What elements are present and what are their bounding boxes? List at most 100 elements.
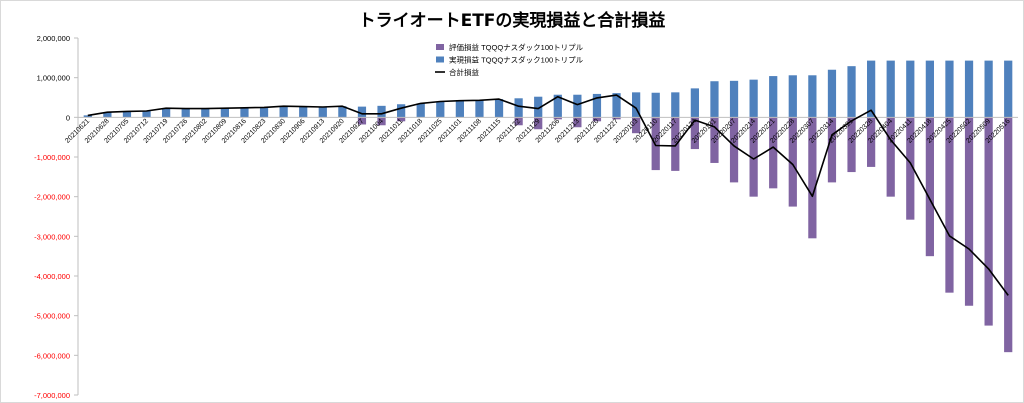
- evaluation-bar-31: [690, 117, 699, 150]
- realized-bar-37: [808, 75, 817, 118]
- realized-bar-19: [455, 100, 464, 118]
- evaluation-bars: [357, 117, 1013, 353]
- y-tick-label-7: -5,000,000: [34, 312, 70, 321]
- evaluation-bar-45: [964, 117, 974, 306]
- realized-bar-10: [279, 106, 288, 118]
- realized-bar-4: [162, 108, 171, 118]
- evaluation-bar-46: [984, 117, 993, 326]
- evaluation-bar-44: [945, 117, 954, 293]
- evaluation-bar-23: [534, 117, 543, 130]
- realized-bar-11: [299, 106, 308, 118]
- realized-bar-5: [181, 108, 190, 118]
- realized-bar-22: [514, 98, 523, 118]
- realized-bar-33: [729, 80, 739, 118]
- realized-bar-27: [612, 93, 621, 118]
- realized-bar-35: [769, 76, 778, 118]
- realized-bar-42: [906, 60, 915, 118]
- evaluation-bar-37: [808, 117, 817, 239]
- evaluation-bar-35: [769, 117, 778, 189]
- realized-bar-9: [259, 107, 269, 118]
- evaluation-bar-25: [573, 117, 582, 128]
- realized-bar-45: [964, 60, 974, 118]
- evaluation-bar-33: [729, 117, 739, 183]
- realized-bar-28: [632, 92, 641, 118]
- evaluation-bar-38: [827, 117, 837, 183]
- realized-bar-47: [1004, 60, 1013, 118]
- legend-label-2: 合計損益: [449, 67, 479, 77]
- evaluation-bar-27: [612, 117, 621, 120]
- realized-bar-18: [436, 101, 445, 118]
- realized-bar-6: [201, 108, 210, 118]
- realized-bar-46: [984, 60, 993, 118]
- evaluation-bar-32: [710, 117, 719, 163]
- legend-label-1: 実現損益 TQQQナスダック100トリプル: [449, 55, 584, 65]
- realized-bar-17: [416, 103, 425, 118]
- realized-bar-30: [671, 92, 680, 118]
- evaluation-bar-40: [867, 117, 876, 167]
- evaluation-bar-14: [357, 117, 367, 125]
- realized-bar-26: [592, 93, 602, 118]
- realized-bar-39: [847, 66, 856, 118]
- realized-bar-21: [494, 99, 504, 118]
- realized-bar-7: [220, 108, 229, 118]
- total-line-layer: [87, 94, 1009, 296]
- evaluation-bar-24: [553, 117, 562, 120]
- evaluation-bar-26: [592, 117, 602, 122]
- evaluation-bar-16: [397, 117, 406, 122]
- legend-label-0: 評価損益 TQQQナスダック100トリプル: [449, 42, 584, 52]
- realized-bars: [83, 60, 1013, 118]
- y-tick-label-4: -2,000,000: [34, 193, 70, 202]
- realized-bar-24: [553, 94, 562, 118]
- realized-bar-16: [397, 104, 406, 118]
- y-tick-label-8: -6,000,000: [34, 351, 70, 360]
- y-tick-label-6: -4,000,000: [34, 272, 70, 281]
- evaluation-bar-47: [1004, 117, 1013, 353]
- realized-bar-0: [83, 115, 92, 118]
- evaluation-bar-39: [847, 117, 856, 173]
- evaluation-bar-15: [377, 117, 386, 126]
- realized-bar-3: [142, 110, 151, 118]
- y-tick-label-5: -3,000,000: [34, 232, 70, 241]
- evaluation-bar-22: [514, 117, 523, 126]
- y-tick-label-0: 2,000,000: [37, 34, 70, 43]
- realized-bar-43: [925, 60, 934, 118]
- evaluation-bar-41: [886, 117, 895, 197]
- realized-bar-40: [867, 60, 876, 118]
- realized-bar-13: [338, 106, 347, 118]
- realized-bar-14: [357, 106, 367, 118]
- y-tick-label-2: 0: [66, 113, 70, 122]
- realized-bar-2: [122, 111, 132, 118]
- realized-bar-32: [710, 81, 719, 118]
- total-line: [87, 94, 1009, 296]
- realized-bar-8: [240, 107, 249, 118]
- evaluation-bar-43: [925, 117, 934, 257]
- y-axis: 2,000,000 1,000,000 0 -1,000,000 -2,000,000 -…: [34, 34, 79, 400]
- evaluation-bar-28: [632, 117, 641, 134]
- realized-bar-36: [788, 75, 797, 118]
- realized-bar-29: [651, 92, 660, 118]
- y-tick-label-3: -1,000,000: [34, 153, 70, 162]
- realized-bar-38: [827, 69, 837, 118]
- legend-swatch-0: [436, 44, 444, 50]
- realized-bar-15: [377, 105, 386, 118]
- evaluation-bar-29: [651, 117, 660, 171]
- realized-bar-31: [690, 88, 699, 118]
- realized-bar-12: [318, 107, 327, 118]
- evaluation-bar-34: [749, 117, 758, 197]
- realized-bar-23: [534, 96, 543, 118]
- y-tick-label-1: 1,000,000: [37, 74, 70, 83]
- chart-title: トライオートETFの実現損益と合計損益: [358, 11, 666, 31]
- y-tick-label-9: -7,000,000: [34, 391, 70, 400]
- legend-swatch-1: [436, 56, 444, 63]
- realized-bar-25: [573, 94, 582, 118]
- realized-bar-1: [103, 112, 112, 118]
- evaluation-bar-36: [788, 117, 797, 207]
- realized-bar-34: [749, 79, 758, 118]
- realized-bar-20: [475, 100, 484, 118]
- realized-bar-44: [945, 60, 954, 118]
- realized-bar-41: [886, 60, 895, 118]
- evaluation-bar-30: [671, 117, 680, 171]
- evaluation-bar-42: [906, 117, 915, 220]
